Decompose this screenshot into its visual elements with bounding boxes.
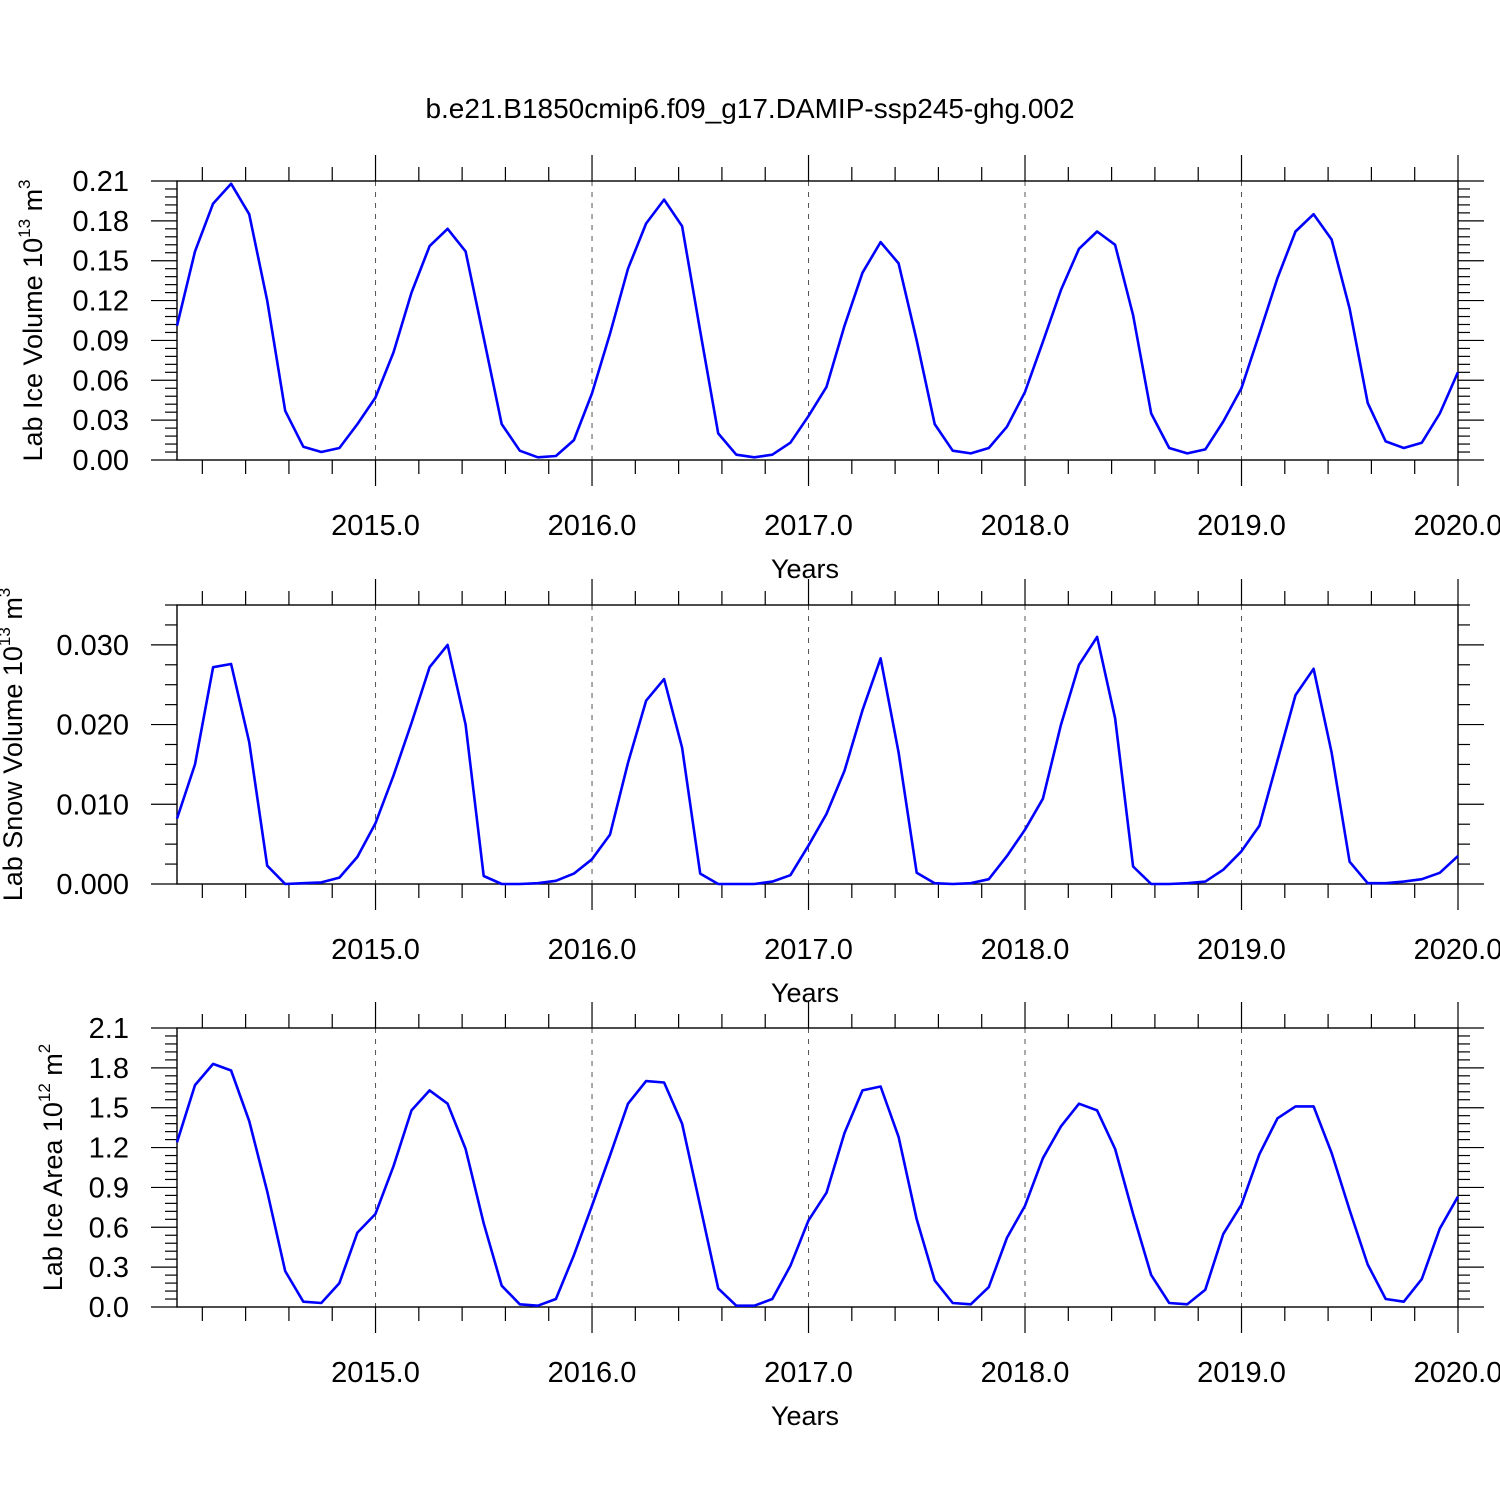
y-tick-label: 1.2	[89, 1133, 129, 1165]
y-axis-label-unit-exp: 3	[0, 588, 14, 597]
x-tick-label: 2018.0	[981, 934, 1070, 966]
x-axis-label: Years	[771, 554, 839, 584]
panels: 2015.0 2016.0 2017.0 2018.0 2019.0 2020.0 Year…	[0, 155, 1500, 1431]
panel-3: 2015.0 2016.0 2017.0 2018.0 2019.0 2020.0 Year…	[35, 1002, 1500, 1431]
y-axis-label-unit: m	[18, 189, 48, 219]
series-line	[175, 1062, 1460, 1307]
y-tick-label: 0.9	[89, 1172, 129, 1204]
y-axis-label-unit: m	[38, 1053, 68, 1083]
y-axis-label-exp: 12	[35, 1083, 54, 1102]
x-axis-label: Years	[771, 1401, 839, 1431]
y-axis-label-exp: 13	[0, 627, 14, 646]
y-tick-label: 0.030	[56, 630, 129, 662]
x-tick-label: 2017.0	[764, 510, 853, 542]
x-tick-label: 2020.0	[1414, 510, 1500, 542]
x-axis-label: Years	[771, 978, 839, 1008]
y-tick-label: 0.15	[73, 246, 129, 278]
x-tick-label: 2019.0	[1197, 510, 1286, 542]
y-axis-label-unit-exp: 3	[15, 179, 34, 188]
y-tick-label: 1.5	[89, 1093, 129, 1125]
y-tick-label: 0.000	[56, 869, 129, 901]
y-tick-label: 2.1	[89, 1013, 129, 1045]
y-tick-label: 0.00	[73, 445, 129, 477]
x-tick-label: 2018.0	[981, 1357, 1070, 1389]
panel-1: 2015.0 2016.0 2017.0 2018.0 2019.0 2020.0 Year…	[15, 155, 1500, 584]
x-tick-label: 2019.0	[1197, 1357, 1286, 1389]
y-tick-label: 0.06	[73, 365, 129, 397]
y-axis-label-text: Lab Ice Volume 10	[18, 238, 48, 462]
y-tick-label: 0.020	[56, 710, 129, 742]
y-tick-label: 0.12	[73, 286, 129, 318]
plot-frame	[176, 1027, 1459, 1308]
series-line	[175, 635, 1459, 886]
y-axis-label: Lab Ice Area 1012 m2	[35, 1044, 68, 1292]
y-tick-label: 0.21	[73, 166, 129, 198]
y-axis-label-text: Lab Snow Volume 10	[0, 646, 28, 901]
x-tick-label: 2018.0	[981, 510, 1070, 542]
plot-frame	[176, 180, 1459, 461]
x-tick-label: 2017.0	[764, 934, 853, 966]
x-tick-label: 2017.0	[764, 1357, 853, 1389]
series-line	[175, 182, 1460, 459]
y-tick-label: 0.18	[73, 206, 129, 238]
y-axis-label: Lab Ice Volume 1013 m3	[15, 179, 48, 461]
y-tick-label: 0.09	[73, 325, 129, 357]
y-axis-label-text: Lab Ice Area 10	[38, 1102, 68, 1291]
y-axis-label-unit-exp: 2	[35, 1044, 54, 1053]
y-tick-label: 0.010	[56, 789, 129, 821]
y-tick-label: 0.6	[89, 1212, 129, 1244]
x-tick-label: 2016.0	[548, 510, 637, 542]
x-tick-label: 2015.0	[331, 1357, 420, 1389]
x-tick-label: 2020.0	[1414, 1357, 1500, 1389]
chart-title: b.e21.B1850cmip6.f09_g17.DAMIP-ssp245-gh…	[425, 93, 1074, 124]
x-tick-label: 2016.0	[548, 934, 637, 966]
x-tick-label: 2015.0	[331, 934, 420, 966]
y-tick-label: 0.0	[89, 1292, 129, 1324]
y-axis-label: Lab Snow Volume 1013 m3	[0, 588, 28, 902]
y-axis-label-exp: 13	[15, 219, 34, 238]
panel-2: 2015.0 2016.0 2017.0 2018.0 2019.0 2020.0 Year…	[0, 579, 1500, 1008]
y-axis-label-unit: m	[0, 597, 28, 627]
y-tick-label: 0.03	[73, 405, 129, 437]
plot-frame	[176, 604, 1459, 885]
x-tick-label: 2015.0	[331, 510, 420, 542]
x-tick-label: 2016.0	[548, 1357, 637, 1389]
y-tick-label: 1.8	[89, 1053, 129, 1085]
x-tick-label: 2020.0	[1414, 934, 1500, 966]
y-tick-label: 0.3	[89, 1252, 129, 1284]
x-tick-label: 2019.0	[1197, 934, 1286, 966]
